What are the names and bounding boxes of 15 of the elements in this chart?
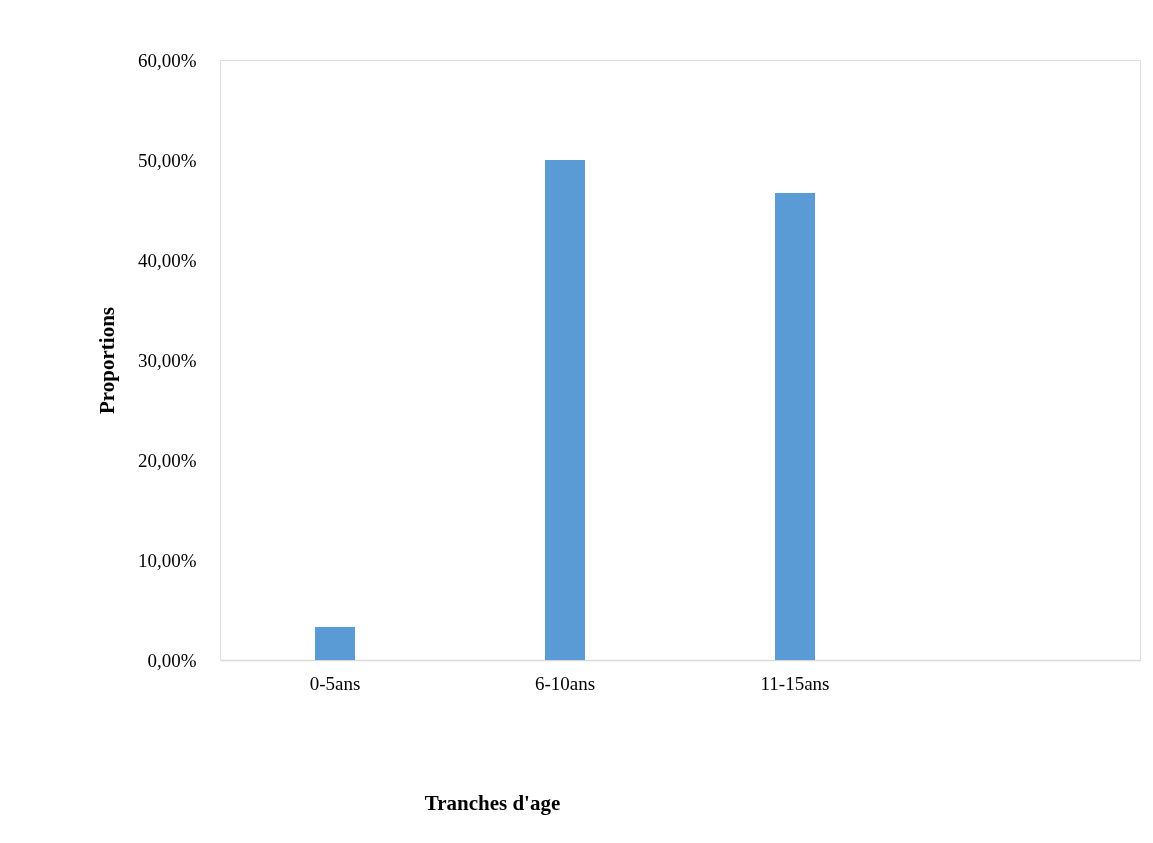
bar [545, 160, 585, 660]
x-axis-title: Tranches d'age [424, 790, 561, 815]
y-tick-label: 40,00% [137, 249, 197, 271]
x-tick-label: 11-15ans [760, 672, 830, 694]
x-tick-label: 0-5ans [309, 672, 361, 694]
y-tick-label: 60,00% [137, 49, 197, 71]
y-axis-title: Proportions [94, 307, 119, 414]
x-tick-label: 6-10ans [534, 672, 596, 694]
y-tick-label: 20,00% [137, 449, 197, 471]
bar [775, 193, 815, 660]
y-tick-label: 50,00% [137, 149, 197, 171]
y-tick-label: 30,00% [137, 349, 197, 371]
y-tick-label: 10,00% [137, 549, 197, 571]
y-tick-label: 0,00% [147, 649, 197, 671]
bar [315, 627, 355, 660]
